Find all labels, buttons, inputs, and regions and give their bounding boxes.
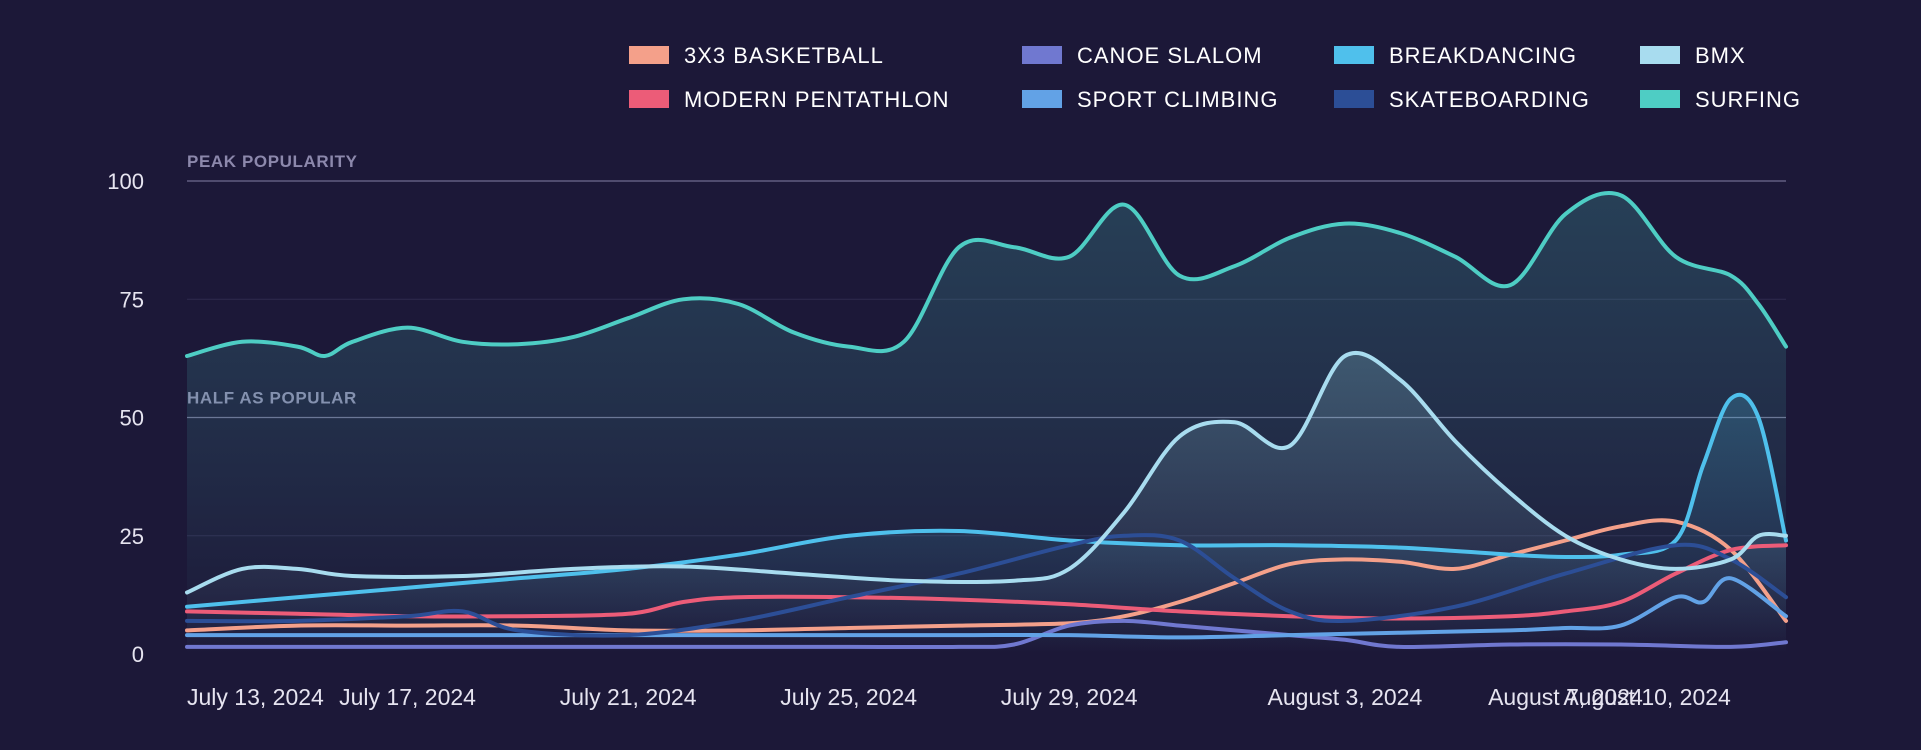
- x-tick-label: July 17, 2024: [339, 684, 476, 710]
- series-line-sport-climbing: [185, 576, 1788, 640]
- reference-line-label: PEAK POPULARITY: [187, 152, 358, 171]
- series-line-modern-pentathlon: [185, 543, 1788, 621]
- legend-swatch: [1640, 90, 1680, 108]
- x-tick-label: July 29, 2024: [1001, 684, 1138, 710]
- legend-item: CANOE SLALOM: [1022, 43, 1263, 68]
- x-tick-label: August 3, 2024: [1268, 684, 1423, 710]
- legend-swatch: [1022, 46, 1062, 64]
- legend-item: MODERN PENTATHLON: [629, 87, 950, 112]
- series-line-canoe-slalom: [185, 618, 1788, 650]
- x-tick-label: July 21, 2024: [560, 684, 697, 710]
- legend-item: 3X3 BASKETBALL: [629, 43, 884, 68]
- legend-swatch: [1334, 46, 1374, 64]
- legend-label: BREAKDANCING: [1389, 43, 1577, 68]
- legend-label: SKATEBOARDING: [1389, 87, 1590, 112]
- y-tick-label: 75: [120, 287, 144, 312]
- legend-swatch: [1334, 90, 1374, 108]
- y-tick-label: 100: [107, 169, 144, 194]
- x-axis: July 13, 2024 July 17, 2024 July 21, 2024 J…: [187, 684, 1731, 710]
- series-lines: [185, 190, 1788, 650]
- x-tick-label: August 7, 2024: [1488, 684, 1643, 710]
- legend: 3X3 BASKETBALL MODERN PENTATHLON CANOE SLA…: [629, 43, 1801, 112]
- series-areas: [187, 192, 1786, 654]
- series-area-surfing: [187, 192, 1786, 654]
- legend-label: MODERN PENTATHLON: [684, 87, 950, 112]
- y-tick-label: 50: [120, 406, 144, 431]
- legend-label: SPORT CLIMBING: [1077, 87, 1278, 112]
- legend-item: SURFING: [1640, 87, 1801, 112]
- y-tick-label: 25: [120, 524, 144, 549]
- legend-item: BREAKDANCING: [1334, 43, 1577, 68]
- y-axis: 0 25 50 75 100: [107, 169, 144, 667]
- legend-label: SURFING: [1695, 87, 1801, 112]
- x-tick-label: August 10, 2024: [1563, 684, 1731, 710]
- x-tick-label: July 25, 2024: [780, 684, 917, 710]
- legend-item: SKATEBOARDING: [1334, 87, 1590, 112]
- y-tick-label: 0: [132, 642, 144, 667]
- legend-label: BMX: [1695, 43, 1746, 68]
- legend-label: 3X3 BASKETBALL: [684, 43, 884, 68]
- legend-swatch: [1022, 90, 1062, 108]
- legend-swatch: [1640, 46, 1680, 64]
- series-line-skateboarding: [185, 533, 1788, 638]
- legend-swatch: [629, 46, 669, 64]
- series-line-breakdancing: [185, 392, 1788, 609]
- legend-item: BMX: [1640, 43, 1746, 68]
- legend-label: CANOE SLALOM: [1077, 43, 1263, 68]
- legend-swatch: [629, 90, 669, 108]
- series-line-surfing: [185, 190, 1788, 359]
- x-tick-label: July 13, 2024: [187, 684, 324, 710]
- series-line-3x3-basketball: [185, 518, 1788, 633]
- series-line-bmx: [185, 350, 1788, 595]
- legend-item: SPORT CLIMBING: [1022, 87, 1278, 112]
